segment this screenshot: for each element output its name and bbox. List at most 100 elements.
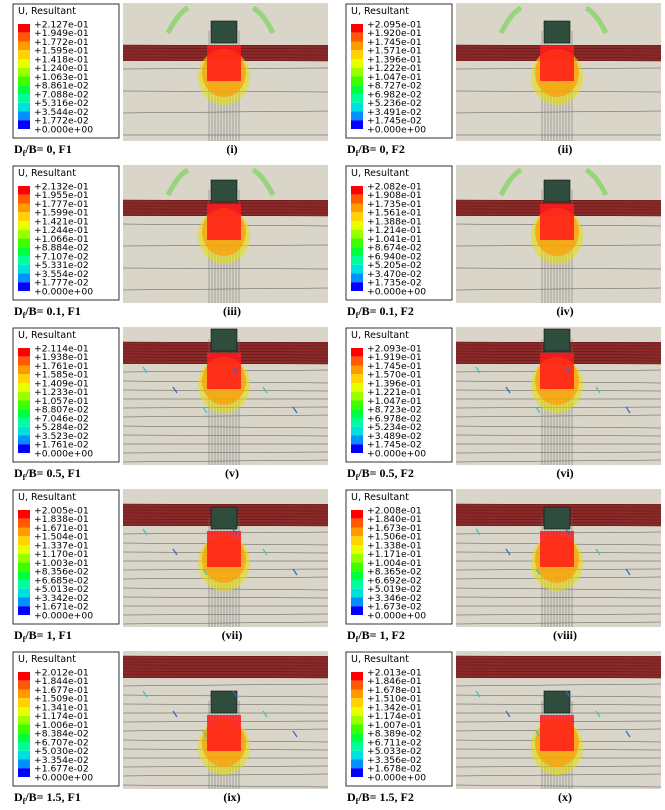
stratum-line [122, 414, 329, 418]
legend-value: +0.000e+00 [34, 124, 93, 135]
legend-swatch [18, 102, 30, 112]
legend-swatch [351, 194, 363, 204]
side-vector [475, 366, 481, 374]
legend-swatch [351, 59, 363, 68]
legend-swatch [351, 238, 363, 248]
caption-rest: /B= 0, F1 [24, 142, 72, 156]
footing [210, 690, 238, 714]
legend-value: +1.004e-01 [367, 558, 422, 569]
legend-value: +0.000e+00 [367, 124, 426, 135]
panel-label: (vii) [222, 628, 243, 642]
legend-title: U, Resultant [351, 6, 409, 17]
legend-swatch [18, 111, 30, 121]
side-vector [505, 710, 511, 718]
legend-value: +1.677e-02 [34, 764, 89, 775]
legend-value: +5.033e-02 [367, 746, 422, 757]
legend-value: +1.745e-01 [367, 361, 422, 372]
legend-swatch [18, 759, 30, 769]
legend-value: +0.000e+00 [367, 610, 426, 621]
legend-value: +1.341e-01 [34, 702, 89, 713]
side-vector [292, 730, 298, 738]
legend-value: +3.356e-02 [367, 755, 422, 766]
footing [210, 328, 238, 352]
legend-swatch [18, 76, 30, 86]
caption-main: D [347, 790, 356, 804]
legend-value: +8.356e-02 [34, 567, 89, 578]
legend-swatch [351, 580, 363, 589]
legend-box [345, 489, 453, 625]
legend-swatch [351, 553, 363, 563]
legend-swatch [351, 715, 363, 725]
legend-value: +1.919e-01 [367, 352, 422, 363]
caption-sub: f [356, 311, 359, 320]
legend-swatch [18, 365, 30, 375]
legend-value: +1.409e-01 [34, 378, 89, 389]
simulation-image [122, 3, 329, 141]
legend-title: U, Resultant [18, 330, 76, 341]
side-vector [292, 406, 298, 414]
legend-swatch [351, 733, 363, 742]
panel: U, Resultant+2.005e-01+1.838e-01+1.671e-… [12, 489, 329, 644]
legend-value: +6.711e-02 [367, 737, 422, 748]
legend-swatch [351, 562, 363, 572]
panel: U, Resultant+2.132e-01+1.955e-01+1.777e-… [12, 165, 329, 320]
simulation-image [455, 327, 662, 465]
legend-value: +1.938e-01 [34, 352, 89, 363]
legend-value: +3.489e-02 [367, 431, 422, 442]
legend-value: +2.013e-01 [367, 667, 422, 678]
legend-swatch [18, 356, 30, 366]
legend-value: +7.107e-02 [34, 251, 89, 262]
legend-value: +1.388e-01 [367, 216, 422, 227]
footing [543, 328, 571, 352]
legend-value: +1.595e-01 [34, 46, 89, 57]
stratum-line [455, 596, 662, 599]
stratum-line [455, 773, 662, 777]
stratum-line [455, 425, 662, 429]
panel-label: (v) [225, 466, 239, 480]
panel: U, Resultant+2.095e-01+1.920e-01+1.745e-… [345, 3, 662, 158]
legend-swatch [18, 238, 30, 248]
legend-swatch [351, 186, 363, 195]
caption-main: D [14, 790, 23, 804]
caption: Df/B= 1, F1 [14, 628, 72, 644]
legend-swatch [351, 588, 363, 598]
legend-value: +1.418e-01 [34, 54, 89, 65]
footing [543, 20, 571, 44]
legend-swatch [351, 435, 363, 445]
side-vector [172, 548, 178, 556]
legend-value: +1.342e-01 [367, 702, 422, 713]
legend-swatch [351, 391, 363, 401]
legend-title: U, Resultant [351, 168, 409, 179]
side-vector [625, 568, 631, 576]
deformation-core [540, 715, 574, 751]
side-vector [292, 568, 298, 576]
legend-swatch [18, 562, 30, 572]
legend-value: +1.745e-01 [367, 37, 422, 48]
caption: Df/B= 1.5, F1 [14, 790, 81, 806]
stratum-line [455, 451, 662, 454]
legend-value: +1.066e-01 [34, 234, 89, 245]
side-vector [262, 386, 268, 394]
side-vector [535, 730, 541, 738]
side-vector [172, 386, 178, 394]
caption: Df/B= 1.5, F2 [347, 790, 414, 806]
legend-value: +1.510e-01 [367, 694, 422, 705]
legend-value: +5.284e-02 [34, 422, 89, 433]
legend-swatch [18, 510, 30, 519]
legend-swatch [18, 273, 30, 283]
footing [210, 20, 238, 44]
footing [543, 506, 571, 530]
legend-value: +3.554e-02 [34, 269, 89, 280]
legend-swatch [18, 212, 30, 221]
legend-swatch [18, 518, 30, 528]
legend-value: +6.707e-02 [34, 737, 89, 748]
stratum-line [122, 784, 329, 788]
legend-swatch [18, 203, 30, 213]
legend-value: +1.671e-01 [34, 523, 89, 534]
caption-rest: /B= 0.5, F1 [24, 466, 81, 480]
legend-swatch [18, 67, 30, 77]
legend-value: +7.088e-02 [34, 89, 89, 100]
legend-swatch [351, 383, 363, 392]
legend-swatch [351, 24, 363, 33]
legend-swatch [351, 707, 363, 716]
